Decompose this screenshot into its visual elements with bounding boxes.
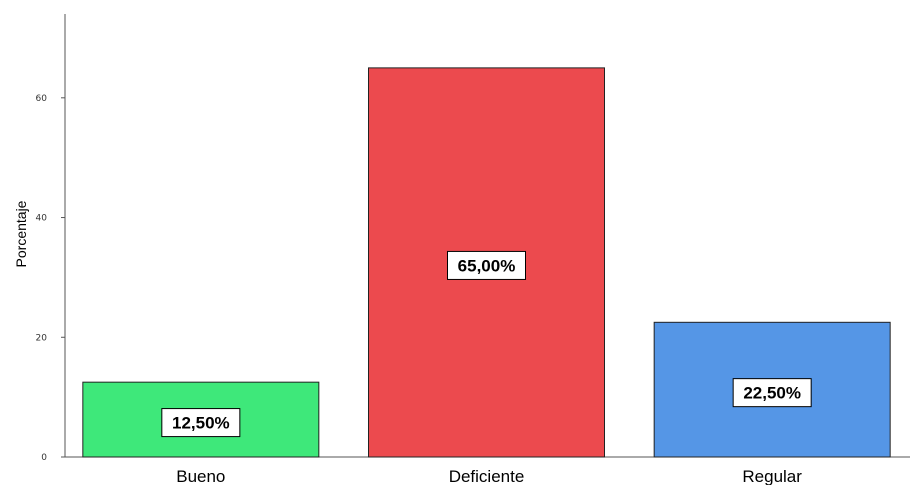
x-tick-label: Regular bbox=[742, 467, 802, 485]
y-tick-label: 40 bbox=[36, 214, 48, 224]
data-label: 65,00% bbox=[458, 256, 516, 275]
y-tick-label: 0 bbox=[41, 453, 47, 463]
x-tick-label: Bueno bbox=[176, 467, 225, 485]
data-label: 12,50% bbox=[172, 414, 230, 433]
y-tick-label: 20 bbox=[36, 333, 48, 343]
x-tick-label: Deficiente bbox=[449, 467, 525, 485]
data-label-box bbox=[161, 408, 241, 438]
data-labels: 12,50% 65,00% 22,50% bbox=[161, 250, 812, 438]
y-axis-title: Porcentaje bbox=[13, 200, 29, 267]
data-label-box bbox=[447, 250, 526, 280]
data-label-box bbox=[732, 378, 812, 408]
data-label: 22,50% bbox=[743, 384, 801, 403]
y-tick-label: 60 bbox=[36, 94, 48, 104]
